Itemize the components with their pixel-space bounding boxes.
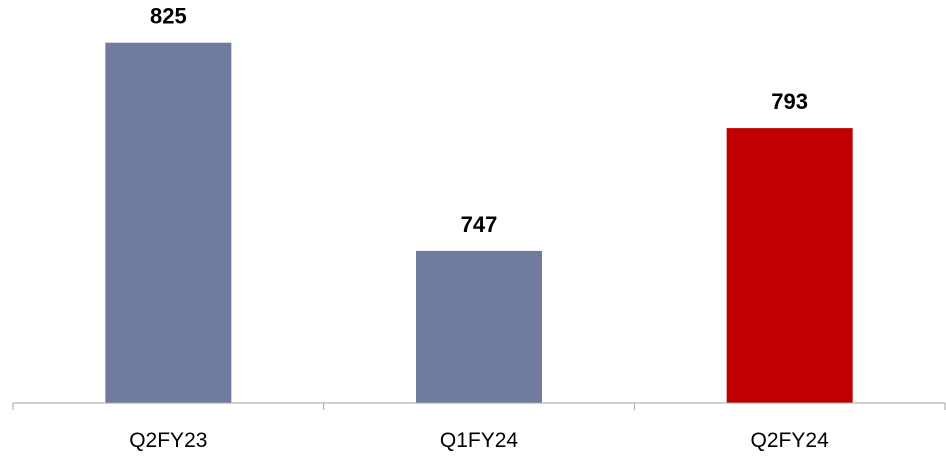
bar-q1fy24 [416,250,542,403]
value-labels-group: 825 747 793 [150,4,808,237]
data-label-q1fy24: 747 [461,212,498,237]
data-label-q2fy23: 825 [150,4,187,29]
bar-q2fy23 [105,42,232,403]
x-tick-label-q2fy24: Q2FY24 [751,429,830,452]
data-label-q2fy24: 793 [771,89,808,114]
x-tick-label-q2fy23: Q2FY23 [129,429,207,452]
x-axis-ticks [12,403,946,410]
bar-q2fy24 [726,128,853,403]
x-tick-label-q1fy24: Q1FY24 [440,429,519,452]
bars-group [105,42,853,403]
x-axis-tick-labels: Q2FY23 Q1FY24 Q2FY24 [129,429,829,452]
